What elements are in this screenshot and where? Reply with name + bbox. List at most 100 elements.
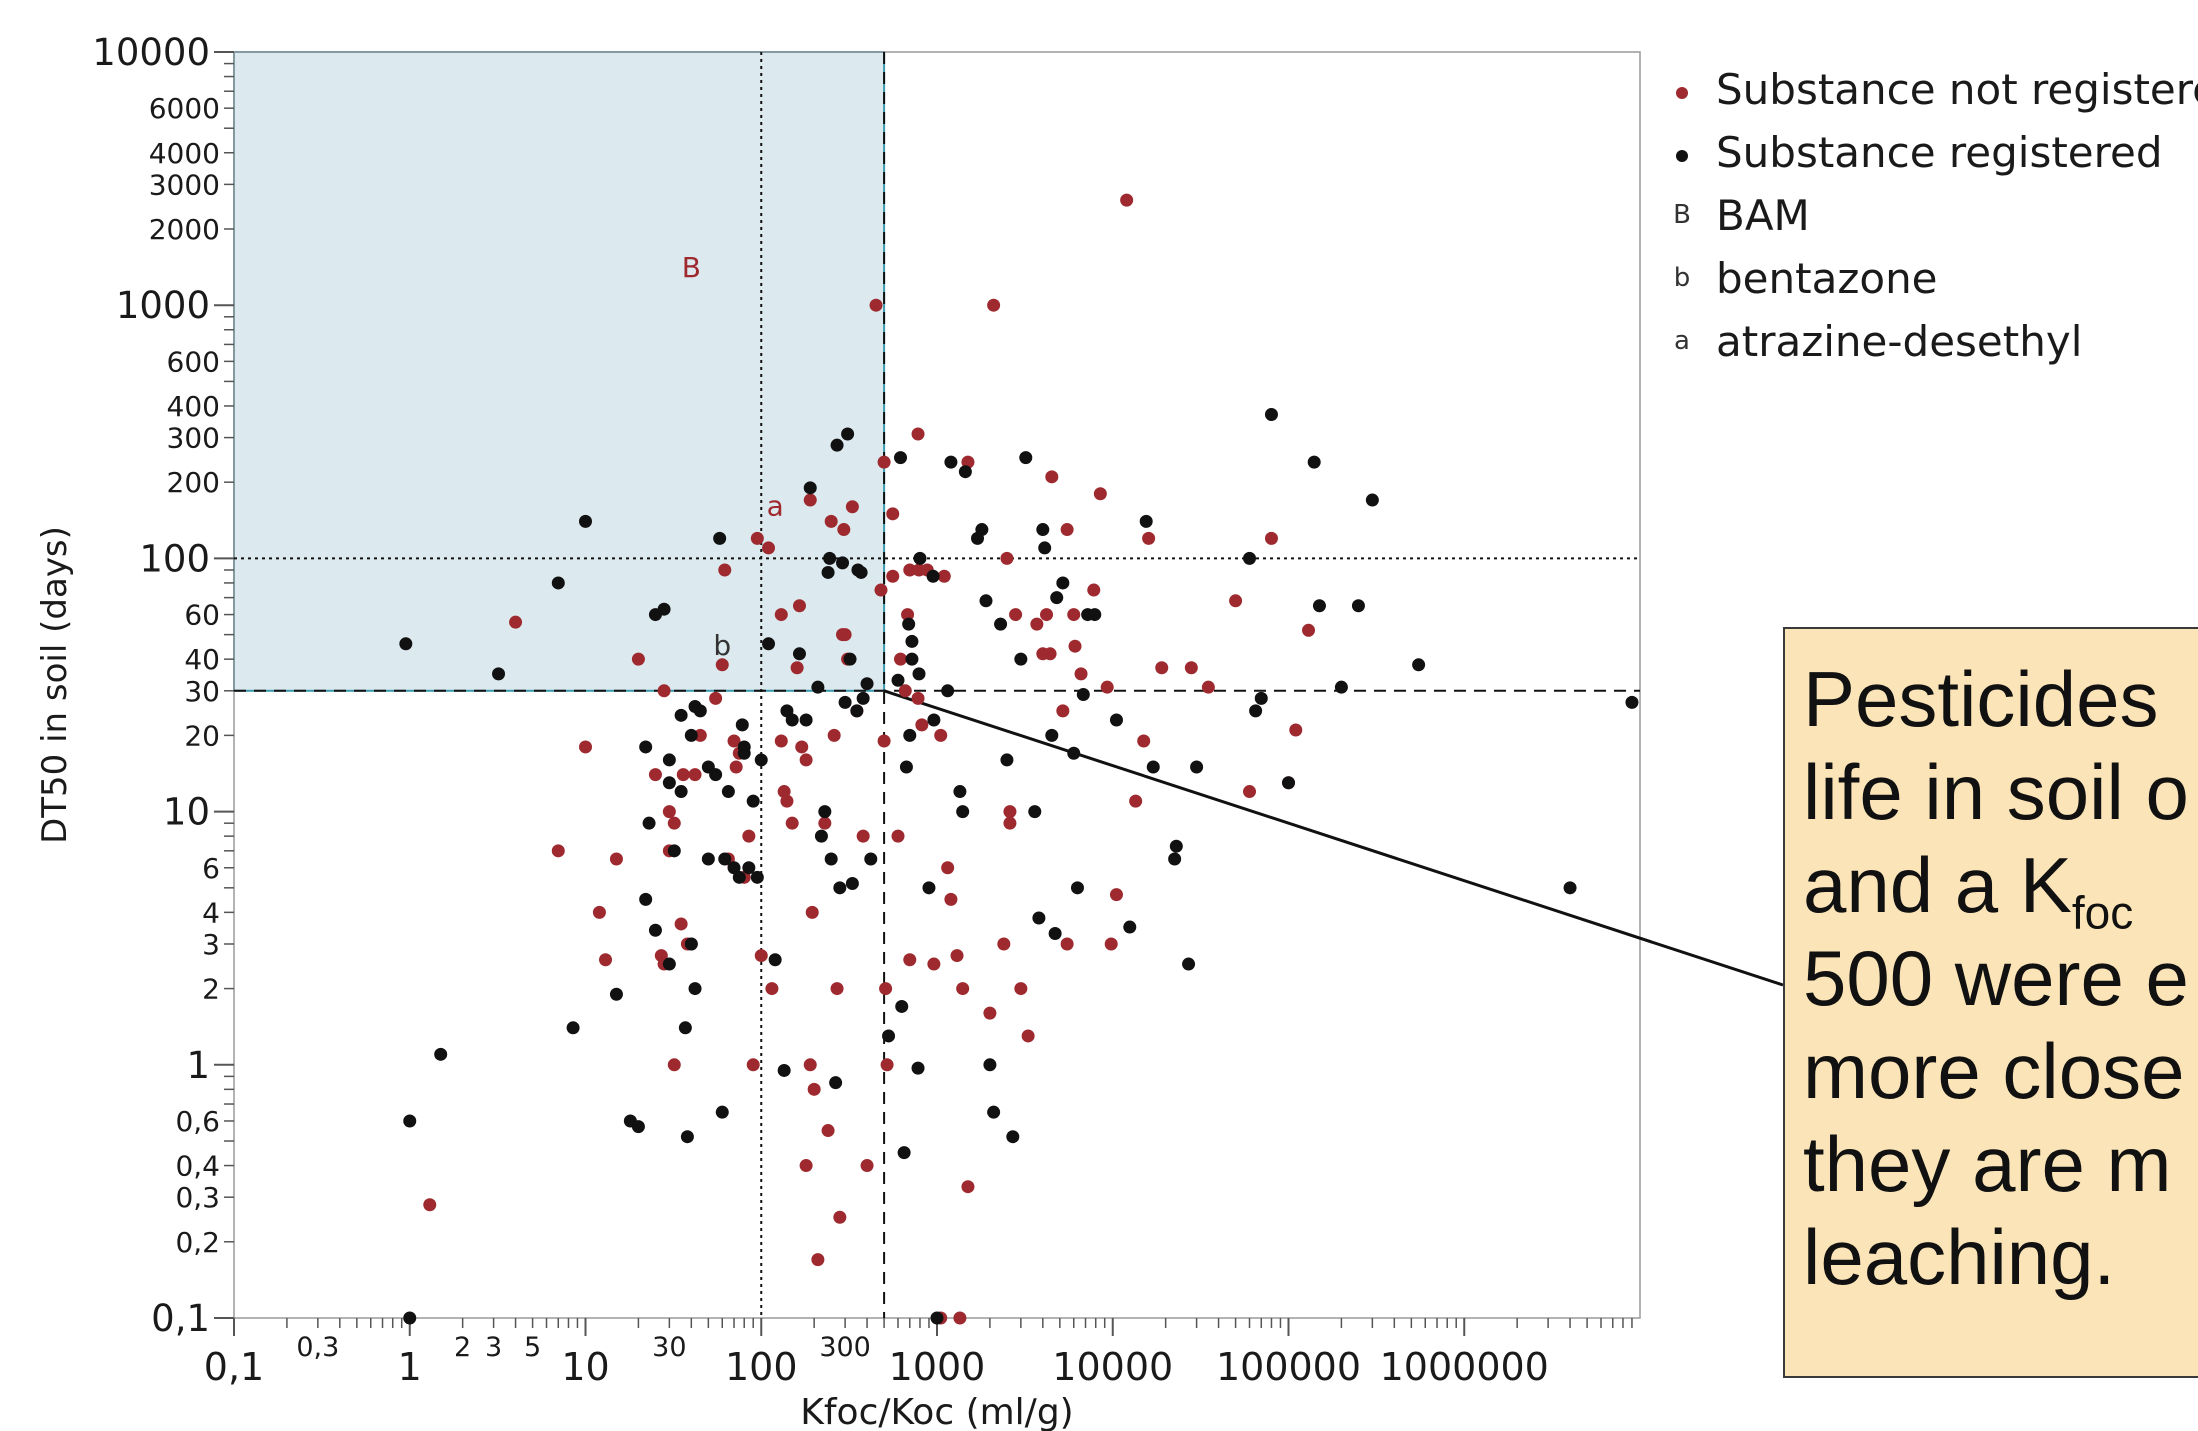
callout-line: more close xyxy=(1803,1027,2185,1115)
point-registered-122 xyxy=(1146,760,1160,774)
x-minor-label: 300 xyxy=(819,1332,871,1363)
point-not-registered-36 xyxy=(774,734,788,748)
point-not-registered-45 xyxy=(803,1058,817,1072)
point-registered-84 xyxy=(911,1061,925,1075)
point-registered-21 xyxy=(674,785,688,799)
point-registered-18 xyxy=(662,776,676,790)
y-minor-label: 600 xyxy=(167,345,220,378)
y-minor-label: 40 xyxy=(184,643,220,676)
y-minor-label: 0,3 xyxy=(175,1181,220,1214)
point-registered-5 xyxy=(551,576,565,590)
point-registered-116 xyxy=(1076,688,1090,702)
point-registered-37 xyxy=(727,861,741,875)
point-not-registered-48 xyxy=(807,1082,821,1096)
point-not-registered-58 xyxy=(838,628,852,642)
labeled-point-bentazone: b xyxy=(713,629,731,662)
black-dot-icon xyxy=(1668,121,1696,184)
point-not-registered-109 xyxy=(1060,523,1074,537)
point-registered-2 xyxy=(403,1311,417,1325)
point-not-registered-128 xyxy=(1264,531,1278,545)
point-registered-121 xyxy=(1139,514,1153,528)
point-registered-100 xyxy=(987,1105,1001,1119)
y-minor-label: 3 xyxy=(202,928,220,961)
point-not-registered-105 xyxy=(1040,608,1054,622)
point-not-registered-83 xyxy=(927,957,941,971)
point-registered-13 xyxy=(642,816,656,830)
x-tick-label: 1000000 xyxy=(1380,1345,1549,1389)
point-registered-72 xyxy=(860,677,874,691)
point-not-registered-57 xyxy=(837,523,851,537)
point-not-registered-130 xyxy=(1289,723,1303,737)
point-registered-47 xyxy=(768,953,782,967)
point-not-registered-26 xyxy=(729,760,743,774)
point-registered-17 xyxy=(662,753,676,767)
point-registered-71 xyxy=(856,691,870,705)
legend-label: Substance registered xyxy=(1716,128,2163,177)
point-not-registered-35 xyxy=(774,608,788,622)
point-not-registered-118 xyxy=(1109,888,1123,902)
point-registered-38 xyxy=(732,870,746,884)
point-registered-50 xyxy=(785,713,799,727)
x-tick-label: 10000 xyxy=(1052,1345,1173,1389)
callout-line: Pesticides xyxy=(1803,655,2159,743)
point-registered-92 xyxy=(944,455,958,469)
point-registered-67 xyxy=(845,877,859,891)
y-minor-label: 2 xyxy=(202,973,220,1006)
point-registered-16 xyxy=(657,602,671,616)
point-not-registered-41 xyxy=(792,599,806,613)
point-registered-87 xyxy=(922,881,936,895)
point-registered-139 xyxy=(1625,695,1639,709)
point-not-registered-32 xyxy=(754,949,768,963)
point-not-registered-33 xyxy=(762,541,776,555)
point-not-registered-51 xyxy=(821,1124,835,1138)
point-registered-136 xyxy=(1365,493,1379,507)
point-registered-46 xyxy=(762,637,776,651)
point-registered-54 xyxy=(811,680,825,694)
point-not-registered-96 xyxy=(997,937,1011,951)
point-registered-138 xyxy=(1563,881,1577,895)
point-not-registered-73 xyxy=(894,652,908,666)
x-tick-label: 1000 xyxy=(889,1345,986,1389)
point-registered-10 xyxy=(631,1120,645,1134)
callout-line: life in soil o xyxy=(1803,748,2189,836)
point-registered-31 xyxy=(701,852,715,866)
point-not-registered-4 xyxy=(599,953,613,967)
point-registered-41 xyxy=(737,746,751,760)
point-registered-15 xyxy=(648,923,662,937)
y-tick-label: 100 xyxy=(139,537,210,580)
point-registered-79 xyxy=(899,760,913,774)
point-not-registered-102 xyxy=(1021,1029,1035,1043)
point-registered-22 xyxy=(674,708,688,722)
point-registered-106 xyxy=(1028,805,1042,819)
point-registered-129 xyxy=(1254,691,1268,705)
point-registered-133 xyxy=(1312,599,1326,613)
point-registered-137 xyxy=(1412,658,1426,672)
point-registered-128 xyxy=(1249,704,1263,718)
point-registered-90 xyxy=(930,1311,944,1325)
point-registered-75 xyxy=(891,673,905,687)
point-not-registered-5 xyxy=(609,852,623,866)
point-registered-6 xyxy=(566,1021,580,1035)
point-registered-36 xyxy=(721,785,735,799)
point-registered-102 xyxy=(1000,753,1014,767)
point-registered-20 xyxy=(667,844,681,858)
point-registered-61 xyxy=(830,438,844,452)
legend-label: Substance not registered xyxy=(1716,65,2198,114)
point-registered-85 xyxy=(912,667,926,681)
legend-dot-1 xyxy=(1676,149,1688,162)
point-registered-82 xyxy=(905,634,919,648)
point-not-registered-114 xyxy=(1087,583,1101,597)
point-registered-68 xyxy=(850,704,864,718)
letter-marker: b xyxy=(1673,263,1691,293)
point-registered-57 xyxy=(821,565,835,579)
point-not-registered-97 xyxy=(1000,551,1014,565)
point-registered-77 xyxy=(895,999,909,1013)
x-minor-label: 2 xyxy=(454,1332,471,1363)
point-registered-74 xyxy=(882,1029,896,1043)
point-registered-66 xyxy=(843,652,857,666)
callout-subscript: foc xyxy=(2071,886,2134,939)
point-registered-101 xyxy=(994,617,1008,631)
y-minor-label: 200 xyxy=(167,466,220,499)
point-registered-98 xyxy=(979,594,993,608)
point-registered-42 xyxy=(742,861,756,875)
